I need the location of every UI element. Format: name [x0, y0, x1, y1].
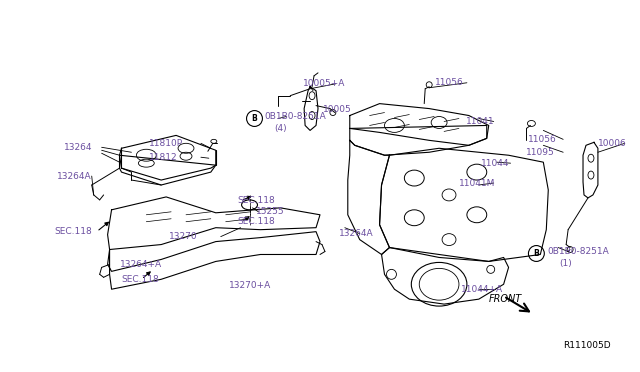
Text: 13264A: 13264A	[57, 171, 92, 180]
Text: 11041M: 11041M	[459, 179, 495, 187]
Text: 10005: 10005	[323, 105, 352, 114]
Text: SEC.118: SEC.118	[237, 217, 275, 226]
Text: 11056: 11056	[529, 135, 557, 144]
Text: 10006: 10006	[598, 139, 627, 148]
Text: 13270+A: 13270+A	[228, 281, 271, 290]
Text: 0B1B0-8251A: 0B1B0-8251A	[264, 112, 326, 121]
Text: 13264+A: 13264+A	[120, 260, 162, 269]
Text: SEC.118: SEC.118	[54, 227, 92, 236]
Text: FRONT: FRONT	[489, 294, 522, 304]
Text: (4): (4)	[275, 124, 287, 133]
Text: 0B1B0-8251A: 0B1B0-8251A	[547, 247, 609, 256]
Text: 13264A: 13264A	[339, 229, 374, 238]
Text: SEC.118: SEC.118	[122, 275, 159, 284]
Text: (1): (1)	[559, 259, 572, 268]
Text: 15255: 15255	[255, 207, 284, 216]
Text: 11056: 11056	[435, 78, 464, 87]
Text: 13270: 13270	[169, 232, 198, 241]
Text: 11044: 11044	[481, 159, 509, 168]
Text: 11812: 11812	[149, 153, 178, 162]
Text: 13264: 13264	[64, 143, 92, 152]
Text: R111005D: R111005D	[563, 341, 611, 350]
Text: B: B	[252, 114, 257, 123]
Text: 11041: 11041	[466, 117, 495, 126]
Text: 10005+A: 10005+A	[303, 79, 346, 88]
Text: 11810P: 11810P	[149, 139, 184, 148]
Text: SEC.118: SEC.118	[237, 196, 275, 205]
Text: B: B	[534, 249, 540, 258]
Text: 11044+A: 11044+A	[461, 285, 503, 294]
Text: 11095: 11095	[525, 148, 554, 157]
